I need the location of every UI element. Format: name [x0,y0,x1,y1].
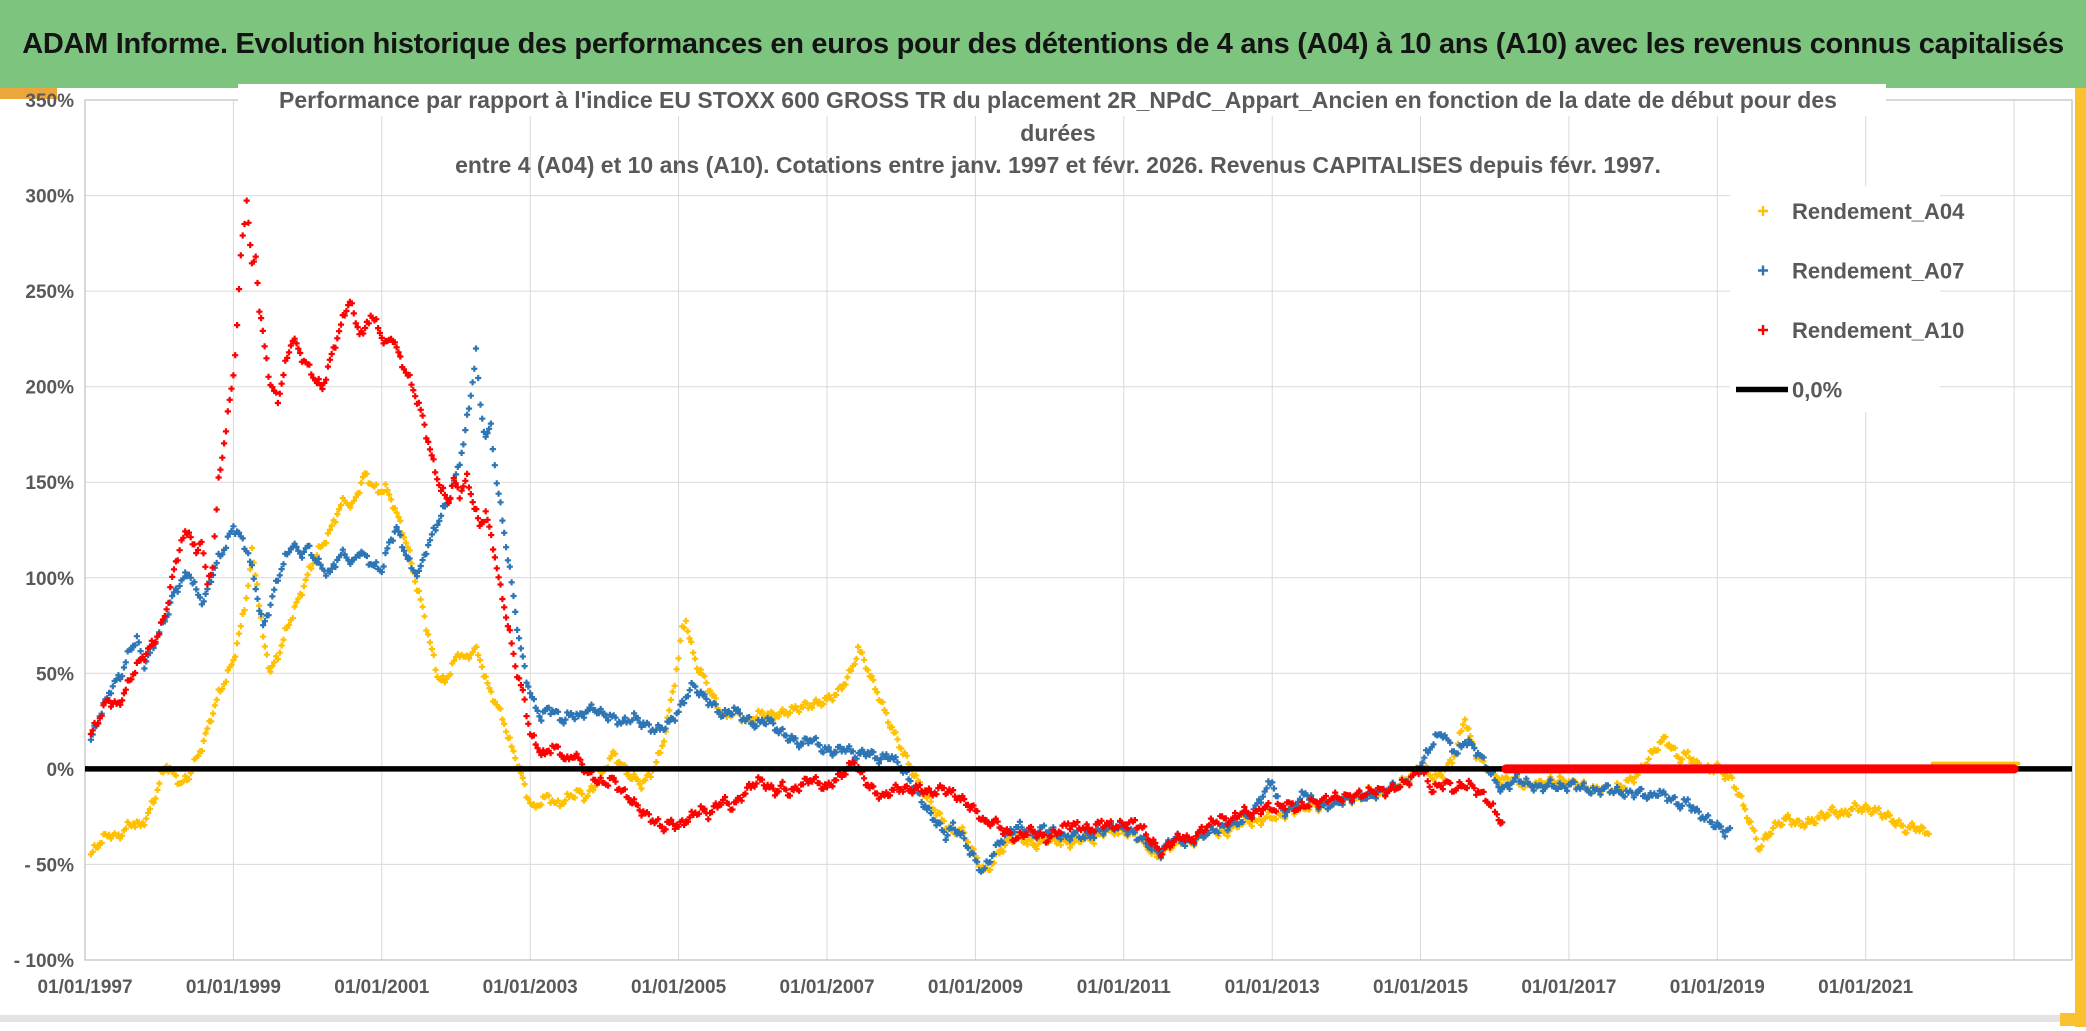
svg-text:200%: 200% [25,378,74,399]
legend-plus-icon [1758,325,1768,335]
chart-title-bg [238,84,1886,116]
bottom-strip [0,1015,2062,1022]
svg-text:01/01/2021: 01/01/2021 [1818,977,1914,998]
svg-text:01/01/2011: 01/01/2011 [1077,977,1171,998]
svg-text:0%: 0% [47,760,75,781]
svg-text:01/01/2017: 01/01/2017 [1521,977,1616,998]
y-axis-labels: 350% 300% 250% 200% 150% 100% 50% 0% - 50% - 100% [14,91,74,972]
legend-item-label: Rendement_A10 [1792,318,1964,343]
svg-text:100%: 100% [25,569,74,590]
legend-plus-icon [1758,206,1768,216]
svg-text:01/01/2005: 01/01/2005 [631,977,727,998]
svg-text:150%: 150% [25,473,74,494]
svg-text:- 50%: - 50% [24,855,74,876]
series-Rendement_A07 [87,345,1734,875]
svg-text:300%: 300% [25,187,74,208]
svg-text:250%: 250% [25,282,74,303]
legend-plus-icon [1758,265,1768,276]
right-accent-bar [2075,88,2086,1027]
legend: Rendement_A04 Rendement_A07 Rendement_A10 0… [1736,199,1965,403]
svg-text:- 100%: - 100% [14,951,74,972]
svg-text:durées: durées [1020,120,1095,146]
series-Rendement_A04 [87,470,1932,873]
svg-text:01/01/1999: 01/01/1999 [186,977,281,998]
legend-item-label: Rendement_A07 [1792,259,1964,284]
legend-item-label: Rendement_A04 [1792,199,1965,224]
svg-text:350%: 350% [25,91,74,112]
svg-text:01/01/1997: 01/01/1997 [37,977,132,998]
svg-text:01/01/2003: 01/01/2003 [483,977,578,998]
svg-text:01/01/2001: 01/01/2001 [334,977,430,998]
x-axis-labels: 01/01/1997 01/01/1999 01/01/2001 01/01/2003… [37,977,1913,998]
legend-item-label: 0,0% [1792,378,1842,403]
left-accent-bar [0,88,57,99]
svg-text:01/01/2013: 01/01/2013 [1225,977,1320,998]
page-title: ADAM Informe. Evolution historique des p… [22,27,2064,60]
svg-text:01/01/2007: 01/01/2007 [779,977,874,998]
series-Rendement_A10 [87,197,1506,859]
legend-bg [1730,186,1940,412]
svg-text:50%: 50% [36,664,74,685]
title-bar: ADAM Informe. Evolution historique des p… [0,0,2086,88]
svg-text:01/01/2015: 01/01/2015 [1373,977,1469,998]
svg-text:Performance par rapport à l'in: Performance par rapport à l'indice EU ST… [279,87,1837,113]
svg-text:entre 4 (A04) et 10 ans (A10).: entre 4 (A04) et 10 ans (A10). Cotations… [455,152,1661,178]
chart-title: Performance par rapport à l'indice EU ST… [279,87,1837,178]
svg-text:01/01/2019: 01/01/2019 [1670,977,1765,998]
corner-accent [2060,1013,2086,1026]
svg-text:01/01/2009: 01/01/2009 [928,977,1023,998]
